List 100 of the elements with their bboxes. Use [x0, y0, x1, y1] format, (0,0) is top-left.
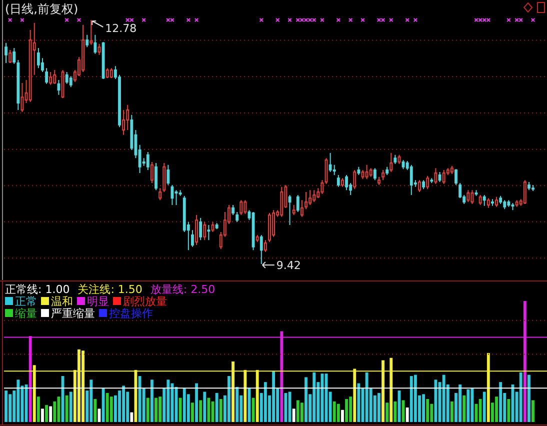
bar — [8, 394, 12, 422]
annotation: 9.42 — [276, 259, 301, 272]
bar — [377, 392, 380, 422]
text: 关注线: 1.50 — [78, 283, 142, 296]
candlestick — [410, 164, 413, 196]
candlestick — [110, 68, 113, 79]
bar — [382, 360, 384, 422]
bar — [426, 399, 430, 422]
bar — [36, 396, 40, 422]
candlestick — [195, 214, 198, 246]
bar — [478, 399, 482, 422]
candlestick — [422, 180, 426, 190]
candlestick — [170, 184, 174, 206]
bar — [41, 408, 44, 422]
bar — [82, 350, 84, 422]
bar — [280, 331, 284, 422]
bar — [292, 408, 296, 422]
candlestick — [154, 162, 158, 191]
text: 放量线: 2.50 — [150, 283, 216, 296]
bar — [272, 371, 276, 422]
legend-item: 明显 — [77, 295, 109, 308]
candlestick — [207, 224, 210, 241]
candlestick — [470, 190, 474, 204]
candlestick — [211, 222, 214, 233]
bar — [458, 384, 462, 422]
bar — [394, 401, 397, 422]
bar — [527, 374, 530, 422]
bar — [349, 396, 352, 422]
candlestick — [336, 174, 340, 188]
bar — [4, 390, 8, 422]
legend-label: 剧烈放量 — [123, 295, 167, 308]
candlestick — [57, 80, 60, 96]
candlestick — [426, 175, 430, 190]
bar — [65, 395, 68, 422]
bar — [110, 396, 113, 422]
bar — [470, 388, 474, 422]
bar — [406, 407, 409, 422]
candlestick — [434, 168, 438, 184]
bar — [523, 301, 526, 422]
bar — [296, 400, 300, 422]
bar — [199, 400, 202, 422]
candlestick — [438, 172, 442, 183]
candlestick — [454, 168, 458, 186]
bar — [365, 372, 368, 422]
bar — [170, 383, 174, 422]
legend-item: 正常 — [5, 295, 37, 308]
candlestick — [94, 34, 97, 54]
candlestick — [450, 165, 454, 174]
candlestick — [45, 68, 48, 84]
legend-item: 温和 — [41, 295, 73, 308]
bar — [122, 386, 126, 422]
bar — [495, 396, 498, 422]
bar — [264, 382, 267, 422]
candlestick — [320, 180, 324, 194]
bar — [434, 380, 438, 422]
candlestick — [341, 178, 344, 188]
bar — [422, 394, 426, 422]
candlestick — [353, 170, 356, 190]
candlestick — [166, 164, 170, 186]
bar — [130, 412, 134, 422]
bar — [195, 383, 198, 422]
bar — [341, 410, 344, 422]
candlestick — [491, 198, 494, 206]
candlestick — [256, 234, 259, 243]
legend-item: 剧烈放量 — [113, 295, 167, 308]
candlestick — [90, 20, 93, 46]
candlestick — [328, 152, 332, 173]
candlestick — [102, 41, 105, 80]
candlestick — [4, 42, 8, 64]
candlestick — [215, 222, 218, 230]
candlestick — [203, 222, 206, 241]
bar — [154, 398, 158, 422]
candlestick — [507, 200, 510, 208]
bar — [203, 392, 206, 422]
bar — [386, 402, 389, 422]
candlestick — [394, 154, 397, 164]
bar — [256, 370, 259, 422]
candlestick — [260, 234, 263, 264]
bar — [215, 392, 218, 422]
candlestick — [268, 212, 271, 243]
candlestick — [377, 176, 380, 186]
candlestick — [158, 188, 162, 201]
candlestick — [8, 50, 12, 64]
bar — [45, 405, 48, 422]
text: 正常线: 1.00 — [5, 283, 70, 296]
bar — [300, 402, 304, 422]
candlestick — [523, 180, 526, 204]
bar — [146, 398, 150, 422]
candlestick — [345, 174, 348, 191]
bar — [507, 399, 510, 422]
candlestick — [12, 48, 16, 64]
legend-label: 明显 — [87, 295, 109, 308]
candlestick — [398, 154, 401, 164]
candlestick — [292, 204, 296, 216]
bar — [462, 395, 466, 422]
bar — [232, 362, 234, 422]
candlestick — [515, 200, 518, 208]
candlestick — [296, 194, 300, 213]
candlestick — [527, 182, 530, 191]
candlestick — [232, 204, 234, 216]
